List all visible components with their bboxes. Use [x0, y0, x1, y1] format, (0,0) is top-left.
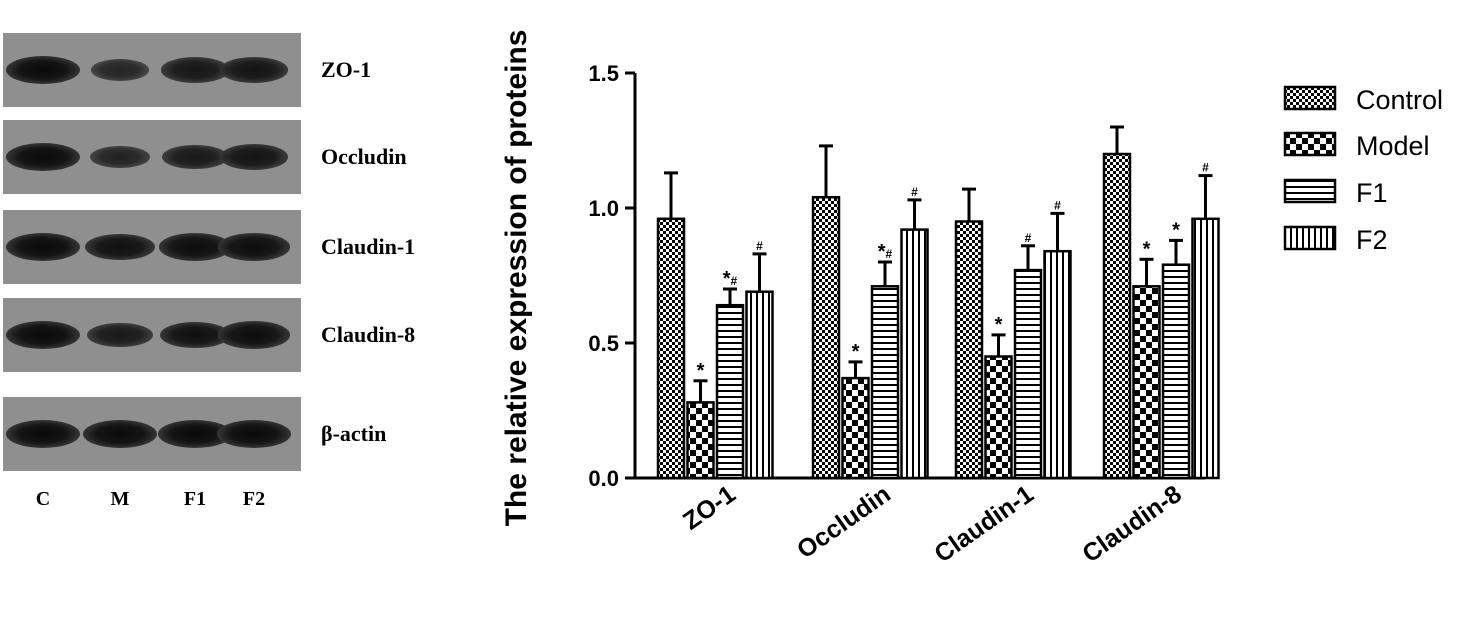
bar-f1-occludin: [870, 285, 900, 480]
blot-band: [217, 420, 291, 448]
blot-band: [217, 321, 291, 349]
significance-marker: #: [756, 239, 763, 253]
y-tick-label: 0.5: [588, 331, 619, 356]
y-tick-label: 0.0: [588, 466, 619, 491]
bar-chart: 0.0 0.5 1.0 1.5 The relative expression of p…: [480, 0, 1463, 618]
significance-marker: #: [911, 185, 918, 199]
x-tick-label: Claudin-1: [929, 480, 1038, 568]
blot-band: [6, 143, 80, 171]
significance-marker: #: [1202, 161, 1209, 175]
bar-control-claudin-8: [1102, 152, 1132, 480]
y-axis-title: The relative expression of proteins: [500, 30, 533, 527]
bar-model-claudin-1: [984, 355, 1013, 480]
blot-band: [219, 144, 289, 170]
significance-marker: #: [1025, 231, 1032, 245]
blot-lane-label: F1: [183, 488, 207, 510]
y-tick-label: 1.5: [588, 61, 619, 86]
x-tick-label: Claudin-8: [1077, 480, 1186, 568]
blot-protein-label: Claudin-8: [321, 322, 416, 347]
bar-model-zo-1: [686, 401, 715, 480]
significance-marker: *: [995, 314, 1003, 336]
bar-f1-claudin-8: [1161, 263, 1191, 480]
bar-control-zo-1: [656, 217, 686, 480]
western-blot-figure: ZO-1 Occludin Claudin-1 Claudin-8 β-actin C M F…: [0, 0, 480, 618]
blot-protein-label: β-actin: [321, 421, 387, 446]
bar-f2-claudin-8: [1191, 217, 1220, 480]
bar-model-occludin: [841, 376, 870, 480]
bar-model-claudin-8: [1132, 285, 1161, 480]
blot-panel-zo-1: [3, 33, 301, 107]
legend-swatch-control: [1283, 85, 1337, 111]
legend-label-control: Control: [1356, 85, 1443, 115]
blot-protein-label: Occludin: [321, 144, 407, 169]
significance-marker: *: [1172, 219, 1180, 241]
blot-panel-actin: [3, 397, 301, 471]
blot-panel-claudin-1: [3, 210, 301, 284]
x-tick-label: Occludin: [792, 480, 896, 564]
y-tick-label: 1.0: [588, 196, 619, 221]
legend-swatch-f2: [1283, 225, 1337, 251]
bar-f1-claudin-1: [1013, 268, 1043, 480]
blot-band: [89, 145, 151, 169]
bar-f1-zo-1: [715, 303, 745, 480]
bar-f2-claudin-1: [1043, 249, 1072, 480]
blot-band: [83, 420, 157, 448]
blot-lane-label: F2: [242, 488, 266, 510]
blot-band: [87, 322, 153, 348]
legend-label-f1: F1: [1356, 178, 1388, 208]
legend-label-model: Model: [1356, 131, 1430, 161]
legend-label-f2: F2: [1356, 225, 1388, 255]
blot-band: [6, 321, 80, 349]
significance-marker: *#: [723, 268, 738, 290]
legend-swatch-f1: [1283, 178, 1337, 204]
legend-swatch-model: [1283, 131, 1337, 157]
blot-band: [90, 59, 150, 81]
significance-marker: *: [697, 360, 705, 382]
blot-panel-occludin: [3, 120, 301, 194]
blot-band: [161, 57, 229, 83]
bar-chart-svg: 0.0 0.5 1.0 1.5 The relative expression of p…: [500, 30, 1443, 569]
blot-band: [217, 233, 291, 261]
blot-band: [6, 233, 80, 261]
significance-marker: *: [852, 341, 860, 363]
significance-marker: #: [1054, 198, 1061, 212]
blot-protein-label: ZO-1: [321, 57, 372, 82]
blot-lane-label: M: [110, 488, 130, 510]
blot-protein-label: Claudin-1: [321, 234, 416, 259]
blot-band: [6, 420, 80, 448]
x-tick-label: ZO-1: [678, 480, 741, 536]
bar-f2-zo-1: [745, 290, 774, 480]
blot-band: [219, 57, 289, 83]
bar-f2-occludin: [900, 228, 929, 480]
bar-control-occludin: [811, 195, 841, 480]
significance-marker: *: [1143, 238, 1151, 260]
bar-control-claudin-1: [954, 220, 984, 480]
blot-band: [162, 144, 228, 170]
blot-lane-label: C: [35, 488, 51, 510]
blot-panel-claudin-8: [3, 298, 301, 372]
blot-band: [84, 233, 156, 261]
blot-band: [6, 56, 80, 84]
significance-marker: *#: [878, 241, 893, 263]
